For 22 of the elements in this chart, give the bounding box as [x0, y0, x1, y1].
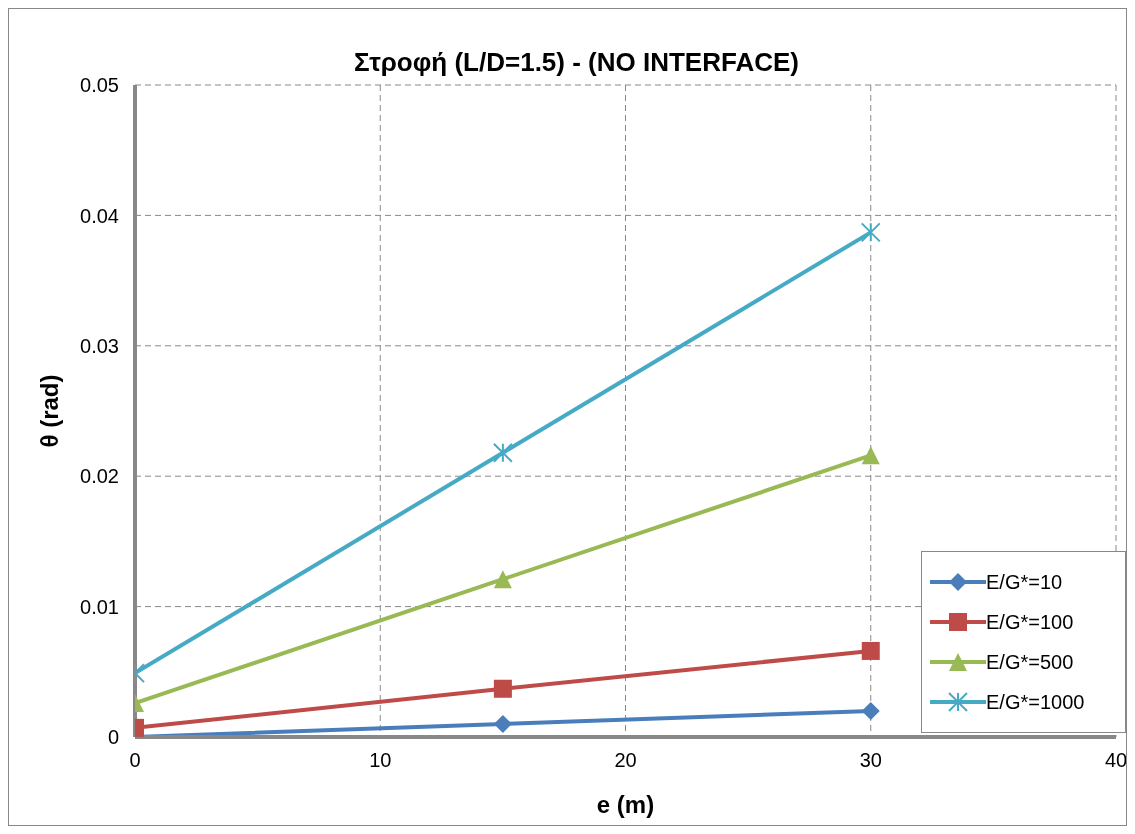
- point: [860, 222, 881, 243]
- x-axis-title: e (m): [596, 791, 655, 818]
- x-tick-label: 30: [859, 749, 882, 772]
- y-tick-label: 0.04: [80, 204, 119, 227]
- y-tick-label: 0: [107, 726, 119, 749]
- legend-label: E/G*=1000: [986, 690, 1085, 714]
- point: [861, 446, 880, 465]
- point: [861, 701, 880, 720]
- y-tick-label: 0.05: [80, 74, 119, 97]
- y-axis-title: θ (rad): [35, 374, 63, 448]
- y-tick-label: 0.01: [80, 595, 119, 618]
- x-tick-label: 0: [129, 749, 141, 772]
- y-tick-label: 0.03: [80, 334, 119, 357]
- x-tick-label: 40: [1104, 749, 1128, 772]
- y-tick-label: 0.02: [80, 465, 119, 488]
- x-tick-label: 20: [614, 749, 637, 772]
- legend-label: E/G*=100: [986, 610, 1074, 634]
- chart-title: Στροφή (L/D=1.5) - (NO INTERFACE): [354, 47, 799, 77]
- point: [861, 641, 880, 660]
- legend-label: E/G*=500: [986, 650, 1074, 674]
- legend-label: E/G*=10: [986, 570, 1063, 594]
- x-tick-label: 10: [369, 749, 392, 772]
